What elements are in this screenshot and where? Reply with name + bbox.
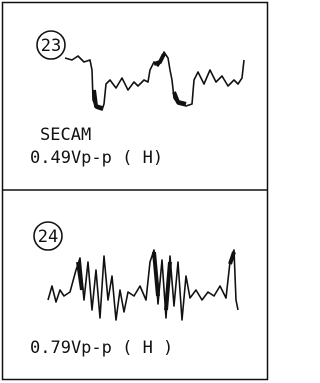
waveform xyxy=(48,250,238,320)
frame xyxy=(3,3,268,380)
waveform-shading xyxy=(174,92,186,104)
waveform-shading xyxy=(230,252,234,264)
document: 23 SECAM 0.49Vp-p ( H) 24 0.79Vp-p ( H ) xyxy=(0,0,271,383)
waveform-shading xyxy=(154,252,158,296)
panel-number: 24 xyxy=(38,227,58,247)
waveform-shading xyxy=(166,262,170,310)
page: {"panels": [ {"number": "23", "labels": … xyxy=(0,0,271,383)
label: 0.79Vp-p ( H ) xyxy=(30,338,173,358)
waveform-shading xyxy=(94,90,102,108)
label: 0.49Vp-p ( H) xyxy=(30,148,163,168)
waveform-shading xyxy=(154,54,164,64)
panel-number: 23 xyxy=(41,36,61,56)
label: SECAM xyxy=(40,125,91,145)
waveform xyxy=(65,52,244,110)
